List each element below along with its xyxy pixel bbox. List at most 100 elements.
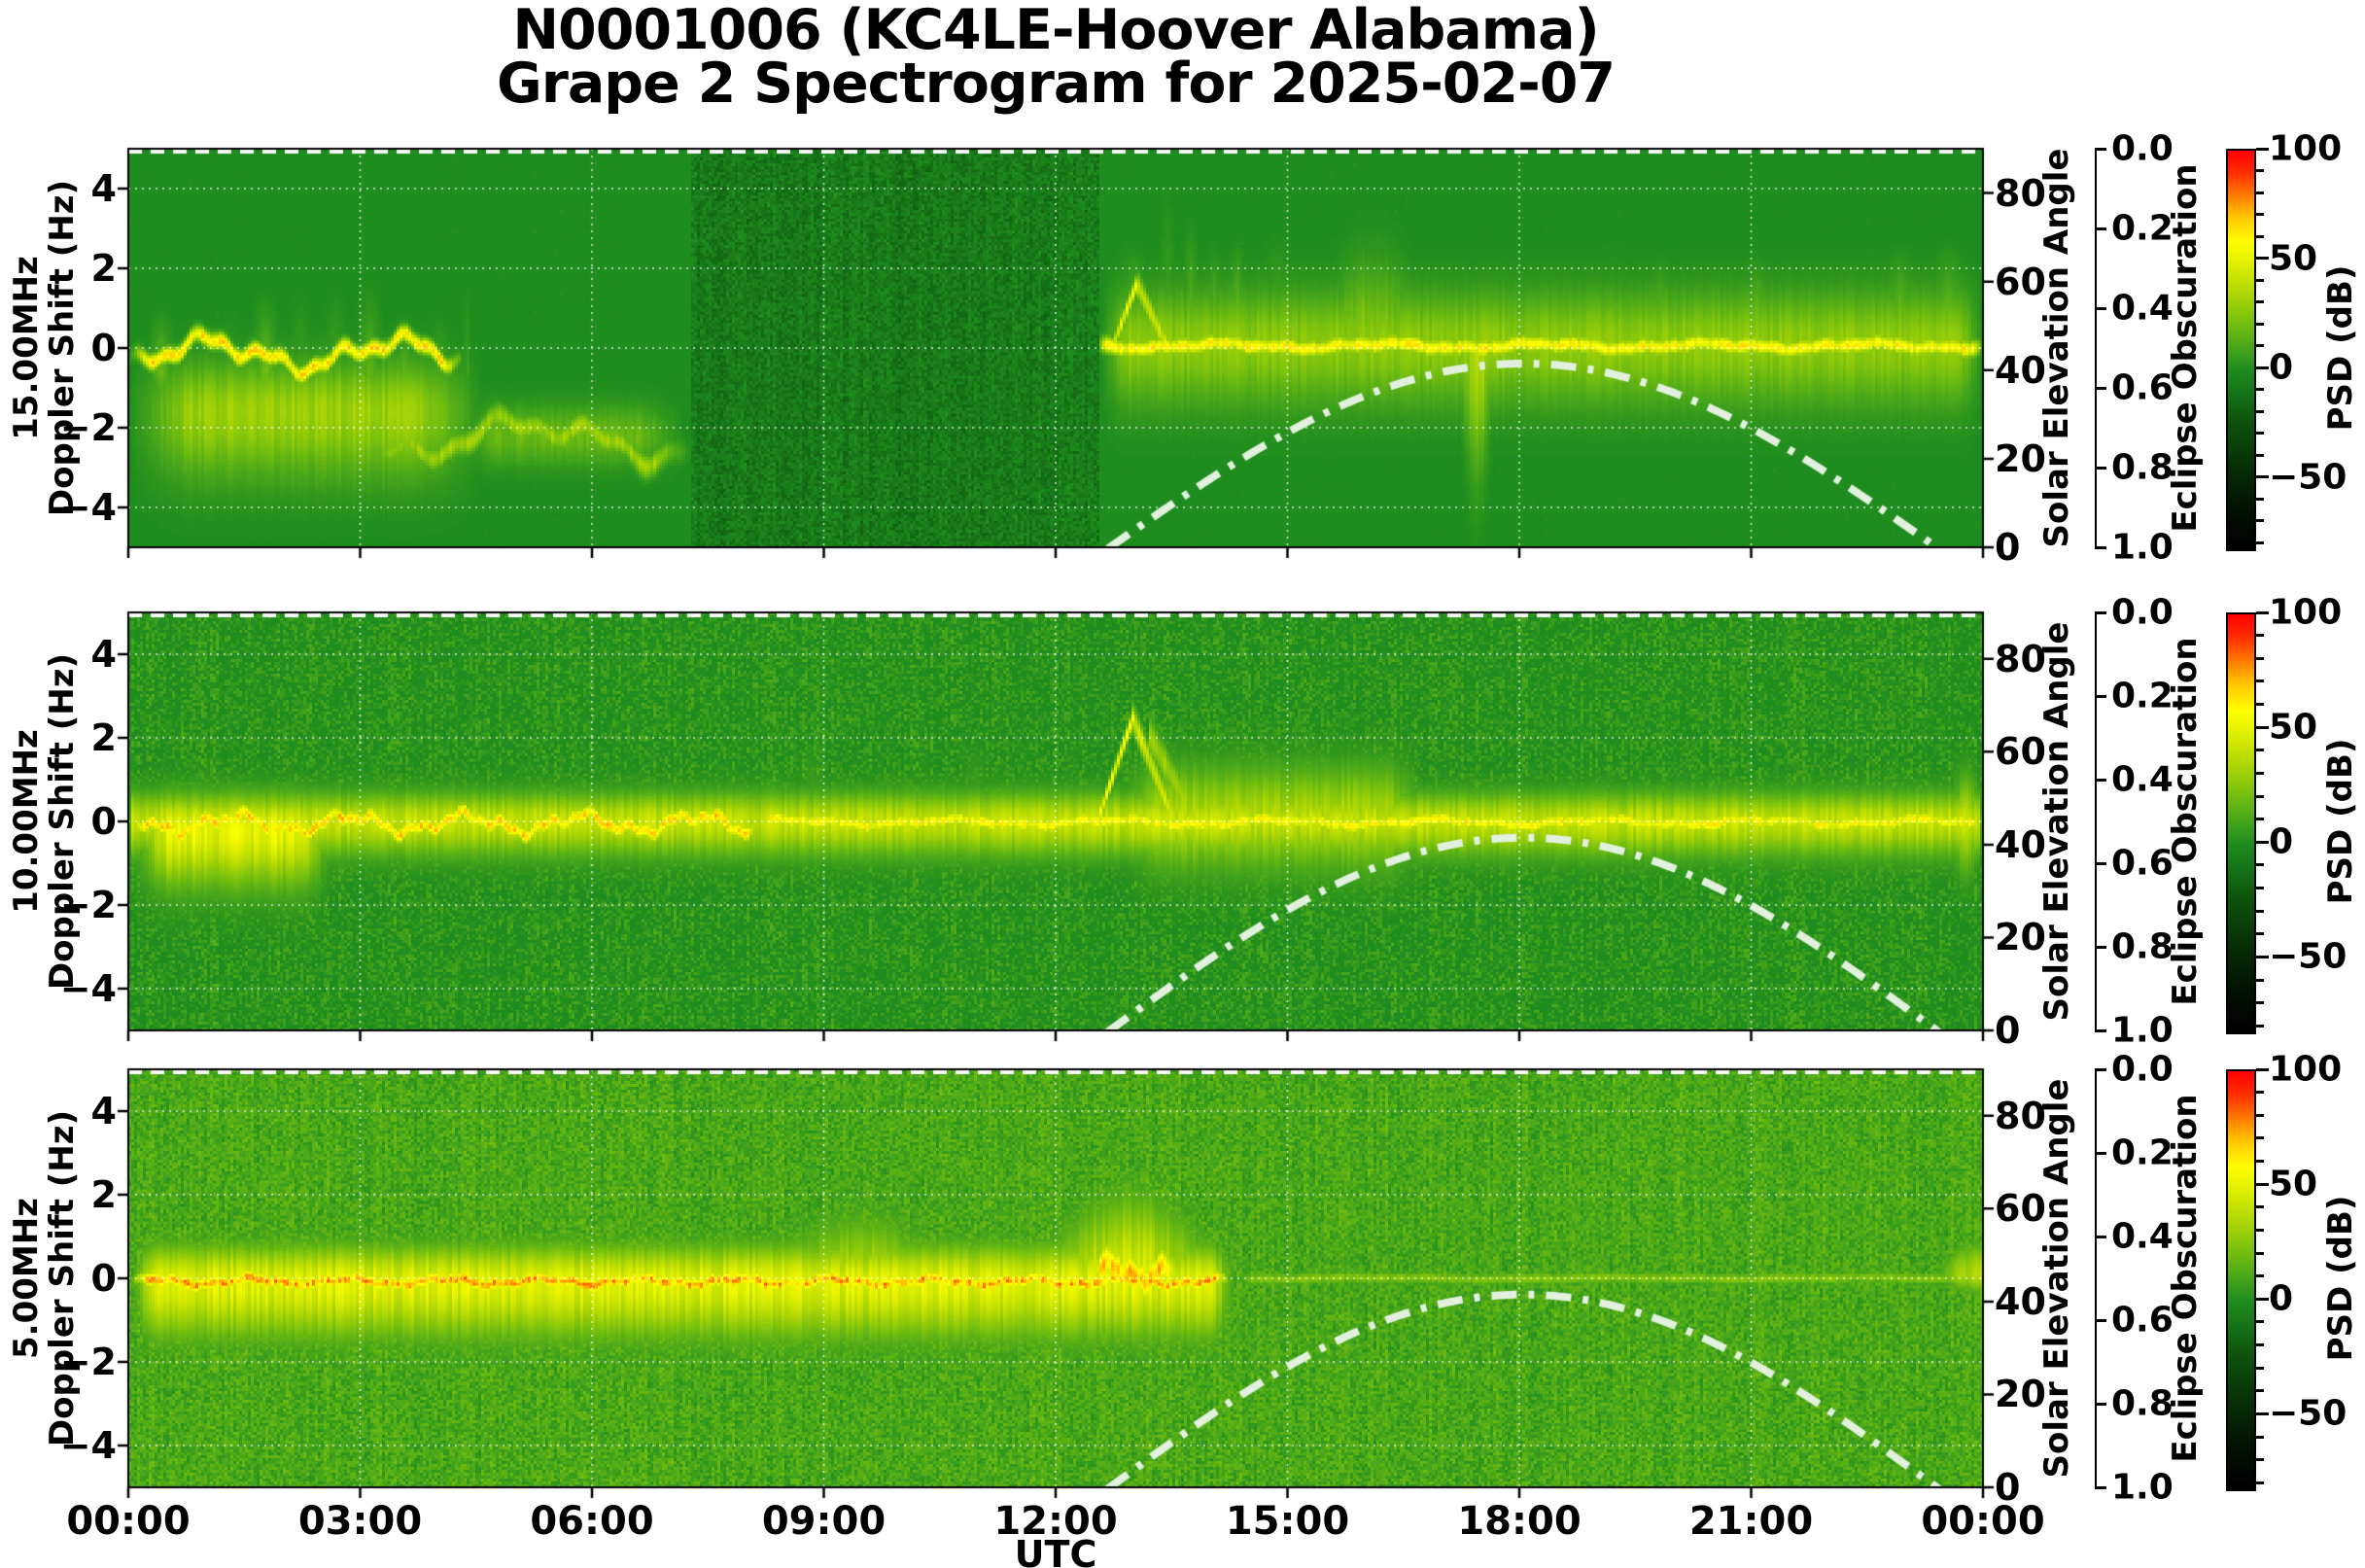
- overlay-canvas-1500mhz: [113, 133, 1999, 563]
- psd-tick: [2256, 1091, 2264, 1095]
- x-tick-label: 00:00: [1921, 1499, 2045, 1544]
- psd-axis-title: PSD (dB): [2321, 264, 2360, 432]
- psd-tick: [2256, 1435, 2264, 1439]
- x-tick-label: 00:00: [66, 1499, 191, 1544]
- psd-tick: [2256, 344, 2264, 348]
- doppler-tick-label: −4: [59, 486, 117, 529]
- solar-tick-label: 80: [1995, 637, 2046, 680]
- eclipse-tick-label: 0.4: [2111, 288, 2174, 329]
- y-axis-title-frequency: 10.00MHz: [7, 729, 46, 914]
- doppler-tick-label: −4: [59, 1424, 117, 1467]
- solar-tick-label: 20: [1995, 436, 2046, 480]
- solar-tick-label: 0: [1995, 1466, 2021, 1509]
- eclipse-tick: [2095, 226, 2106, 230]
- psd-tick: [2256, 169, 2264, 173]
- overlay-canvas-500mhz: [113, 1054, 1999, 1503]
- doppler-tick-label: −2: [59, 884, 117, 926]
- eclipse-axis-title: Eclipse Obscuration: [2166, 163, 2205, 533]
- figure-title-line1: N0001006 (KC4LE-Hoover Alabama): [512, 0, 1599, 62]
- eclipse-tick-label: 0.0: [2111, 592, 2174, 633]
- x-tick-label: 21:00: [1688, 1499, 1814, 1544]
- psd-tick: [2256, 978, 2264, 982]
- psd-tick: [2256, 234, 2264, 238]
- eclipse-tick: [2095, 306, 2106, 310]
- panel-1000mhz: [113, 597, 1999, 1046]
- psd-tick-label: 0: [2269, 1278, 2294, 1319]
- doppler-tick-label: 0: [90, 1257, 117, 1300]
- psd-tick: [2256, 1228, 2264, 1232]
- eclipse-tick-label: 0.2: [2111, 676, 2174, 716]
- psd-tick: [2256, 679, 2264, 683]
- psd-tick-label: 100: [2269, 1049, 2343, 1090]
- psd-colorbar-1500mhz: [2226, 149, 2256, 551]
- psd-tick: [2256, 771, 2264, 775]
- eclipse-tick: [2095, 778, 2106, 782]
- eclipse-tick: [2095, 945, 2106, 949]
- psd-tick: [2256, 191, 2264, 194]
- doppler-tick-label: 4: [90, 167, 117, 210]
- psd-tick-label: 50: [2269, 1164, 2318, 1204]
- psd-tick: [2256, 1160, 2264, 1163]
- eclipse-axis-spine: [2095, 612, 2097, 1030]
- psd-tick-label: 100: [2269, 592, 2343, 633]
- psd-tick: [2256, 656, 2264, 660]
- doppler-tick-label: 4: [90, 633, 117, 676]
- eclipse-tick-label: 0.8: [2111, 447, 2174, 488]
- psd-tick: [2256, 475, 2269, 479]
- psd-tick-label: 50: [2269, 238, 2318, 279]
- eclipse-tick: [2095, 1318, 2106, 1322]
- psd-tick: [2256, 278, 2264, 282]
- eclipse-tick: [2095, 1067, 2106, 1071]
- psd-tick: [2256, 634, 2264, 638]
- psd-tick: [2256, 1458, 2264, 1462]
- psd-tick: [2256, 1343, 2264, 1347]
- eclipse-tick: [2095, 610, 2106, 614]
- solar-axis-title: Solar Elevation Angle: [2037, 1078, 2076, 1479]
- psd-tick: [2256, 322, 2264, 326]
- y-axis-title-500mhz: 5.00MHz Doppler Shift (Hz): [7, 1110, 82, 1446]
- psd-tick: [2256, 703, 2264, 706]
- eclipse-tick: [2095, 1028, 2106, 1032]
- eclipse-tick-label: 0.6: [2111, 367, 2174, 408]
- figure-title: N0001006 (KC4LE-Hoover Alabama) Grape 2 …: [128, 0, 1983, 112]
- psd-tick: [2256, 955, 2269, 958]
- doppler-tick-label: 2: [90, 716, 117, 759]
- psd-tick: [2256, 1320, 2264, 1324]
- psd-axis-title: PSD (dB): [2321, 738, 2360, 905]
- doppler-tick-label: −4: [59, 967, 117, 1010]
- solar-tick-label: 80: [1995, 171, 2046, 215]
- solar-tick-label: 60: [1995, 260, 2046, 303]
- psd-tick: [2256, 1182, 2269, 1186]
- y-axis-title-doppler: Doppler Shift (Hz): [43, 652, 82, 991]
- psd-tick: [2256, 863, 2264, 867]
- eclipse-tick-label: 0.0: [2111, 128, 2174, 169]
- doppler-tick-label: 4: [90, 1090, 117, 1132]
- psd-tick: [2256, 1001, 2264, 1005]
- doppler-tick-label: 0: [90, 800, 117, 843]
- solar-tick-label: 0: [1995, 526, 2021, 569]
- eclipse-tick-label: 0.2: [2111, 1132, 2174, 1173]
- psd-tick: [2256, 432, 2264, 436]
- x-tick-label: 03:00: [297, 1499, 423, 1544]
- panel-500mhz: [113, 1054, 1999, 1503]
- psd-tick: [2256, 1411, 2269, 1415]
- psd-tick: [2256, 840, 2269, 844]
- psd-tick: [2256, 1274, 2264, 1278]
- psd-tick: [2256, 887, 2264, 890]
- psd-axis-title: PSD (dB): [2321, 1195, 2360, 1362]
- psd-tick: [2256, 1389, 2264, 1393]
- eclipse-tick: [2095, 1402, 2106, 1406]
- y-axis-title-frequency: 5.00MHz: [7, 1198, 46, 1359]
- psd-tick: [2256, 749, 2264, 752]
- solar-tick-label: 60: [1995, 1187, 2046, 1231]
- psd-tick: [2256, 909, 2264, 913]
- x-axis-title: UTC: [1014, 1533, 1097, 1568]
- solar-axis-title: Solar Elevation Angle: [2037, 148, 2076, 548]
- x-tick-label: 15:00: [1225, 1499, 1350, 1544]
- psd-tick: [2256, 1113, 2264, 1117]
- eclipse-tick: [2095, 694, 2106, 698]
- x-tick-label: 18:00: [1457, 1499, 1582, 1544]
- psd-tick: [2256, 1067, 2269, 1071]
- y-axis-title-doppler: Doppler Shift (Hz): [43, 179, 82, 517]
- y-axis-title-frequency: 15.00MHz: [7, 256, 46, 440]
